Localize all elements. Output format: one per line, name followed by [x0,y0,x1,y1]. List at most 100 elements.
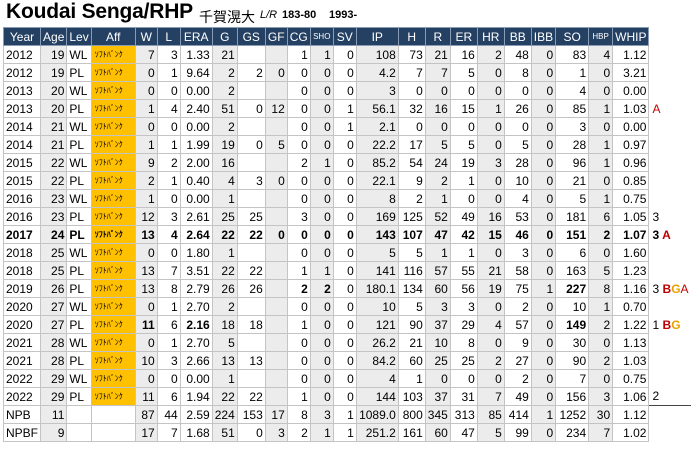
cell-g: 4 [211,171,238,190]
cell-r: 57 [424,261,451,280]
cell-r: 60 [424,279,451,298]
cell-g: 5 [211,333,238,352]
cell-r: 37 [424,315,451,334]
col-header-gf: GF [264,27,288,46]
cell-lev: PL [66,279,92,298]
col-header-so: SO [555,27,590,46]
cell-h: 0 [397,117,426,136]
cell-note [648,405,691,424]
cell-era: 2.70 [179,297,213,316]
cell-bb: 414 [503,405,532,424]
cell-age: 29 [40,369,68,388]
cell-h: 107 [397,225,426,244]
col-header-lev: Lev [66,27,92,46]
cell-h: 5 [397,243,426,262]
cell-hbp: 0 [588,117,614,136]
cell-aff: ｿﾌﾄﾊﾞﾝｸ [90,171,136,190]
cell-er: 0 [449,117,478,136]
cell-whip: 1.05 [612,207,650,226]
cell-hr: 21 [476,261,505,280]
table-row: 2017 24 PL ｿﾌﾄﾊﾞﾝｸ 13 4 2.64 22 22 0 0 0 0 143 107 47 42… [2,225,691,244]
cell-note [649,370,691,388]
table-row: 2014 21 WL ｿﾌﾄﾊﾞﾝｸ 0 0 0.00 2 0 0 1 2.1 0 0 0 0 0 0 3 0 0.00 [2,117,691,136]
cell-l: 1 [156,333,181,352]
cell-ip: 8 [355,189,399,208]
cell-era: 2.16 [179,315,213,334]
cell-hr: 0 [476,117,505,136]
col-header-hr: HR [476,27,505,46]
cell-era: 1.80 [179,243,213,262]
cell-aff: ｿﾌﾄﾊﾞﾝｸ [90,99,136,118]
cell-g: 1 [211,243,238,262]
col-header-ibb: IBB [530,27,557,46]
cell-bb: 99 [503,423,532,442]
cell-g: 2 [211,81,238,100]
cell-era: 2.59 [179,405,213,424]
cell-so: 181 [555,207,590,226]
cell-year: NPBF [2,423,42,442]
totals-row: NPBF 9 17 7 1.68 51 0 3 2 1 1 251.2 161 60 47 5 99 0 234 7 1… [2,423,691,442]
cell-year: 2017 [2,225,42,244]
cell-ip: 121 [355,315,399,334]
cell-g: 13 [211,351,238,370]
cell-w: 0 [134,81,158,100]
cell-g: 2 [211,63,238,82]
cell-ip: 5 [355,243,399,262]
cell-hr: 0 [476,63,505,82]
cell-hr: 0 [476,297,505,316]
cell-gs: 2 [236,63,266,82]
cell-whip: 0.85 [612,171,650,190]
cell-r: 37 [424,387,451,406]
cell-so: 4 [555,81,590,100]
cell-bb: 5 [503,135,532,154]
cell-hbp: 7 [588,423,614,442]
cell-hbp: 1 [588,297,614,316]
cell-age: 28 [40,333,68,352]
cell-whip: 0.00 [612,117,650,136]
cell-r: 0 [424,369,451,388]
cell-hbp: 8 [588,279,614,298]
cell-bb: 0 [503,117,532,136]
cell-er: 47 [449,423,478,442]
col-header-l: L [156,27,181,46]
cell-ibb: 0 [530,315,557,334]
cell-w: 0 [134,333,158,352]
table-row: 2018 25 PL ｿﾌﾄﾊﾞﾝｸ 13 7 3.51 22 22 1 1 0 141 116 57 55 2… [2,261,691,280]
cell-aff: ｿﾌﾄﾊﾞﾝｸ [90,63,136,82]
cell-er: 15 [449,99,478,118]
table-row: 2012 19 PL ｿﾌﾄﾊﾞﾝｸ 0 1 9.64 2 2 0 0 0 0 4.2 7 7 5 0 8 0 1 0 3.… [2,63,691,82]
cell-whip: 0.96 [612,153,650,172]
cell-gf [264,261,288,280]
cell-whip: 0.75 [612,189,650,208]
col-header-notes [648,27,691,46]
cell-ibb: 1 [530,279,557,298]
cell-age: 22 [40,153,68,172]
cell-cg: 0 [286,135,311,154]
cell-l: 44 [156,405,181,424]
cell-ibb: 0 [530,351,557,370]
cell-ip: 180.1 [355,279,399,298]
cell-gf: 0 [264,225,288,244]
cell-sv: 0 [332,261,357,280]
cell-sho: 1 [309,45,334,64]
col-header-er: ER [449,27,478,46]
cell-age: 29 [40,387,68,406]
cell-sv: 0 [332,189,357,208]
table-row: 2021 28 PL ｿﾌﾄﾊﾞﾝｸ 10 3 2.66 13 13 0 0 0 84.2 60 25 25 2… [2,351,691,370]
cell-l: 8 [156,279,181,298]
col-header-whip: WHIP [612,27,650,46]
cell-hbp: 2 [588,225,614,244]
cell-h: 21 [397,333,426,352]
table-row: 2015 22 PL ｿﾌﾄﾊﾞﾝｸ 2 1 0.40 4 3 0 0 0 0 22.1 9 2 1 0 10 0 21… [2,171,691,190]
cell-bb: 2 [503,297,532,316]
cell-er: 16 [449,45,478,64]
cell-g: 16 [211,153,238,172]
cell-ibb: 1 [530,405,557,424]
cell-w: 17 [134,423,158,442]
cell-note [649,82,691,100]
cell-sho: 0 [309,387,334,406]
cell-ip: 169 [355,207,399,226]
cell-age: 22 [40,171,68,190]
cell-year: 2018 [2,243,42,262]
cell-hr: 2 [476,45,505,64]
